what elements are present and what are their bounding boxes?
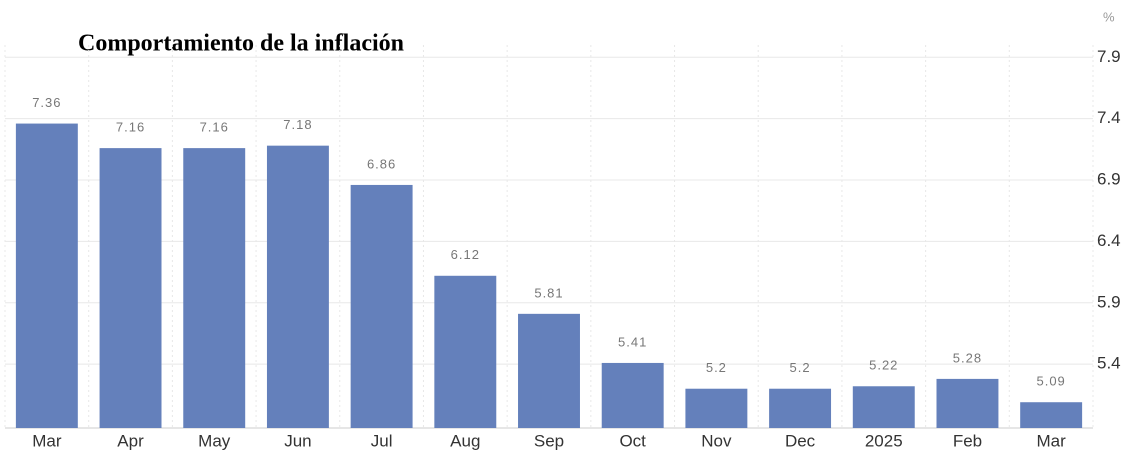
x-tick-label: Mar <box>1037 431 1067 450</box>
bar <box>183 148 246 428</box>
bar <box>769 388 832 428</box>
chart-title: Comportamiento de la inflación <box>78 31 404 57</box>
y-tick-label: 6.9 <box>1097 170 1121 189</box>
bar <box>685 388 748 428</box>
value-label: 7.36 <box>32 95 61 110</box>
y-tick-label: 7.4 <box>1097 108 1121 127</box>
value-label: 5.2 <box>706 360 727 375</box>
bar <box>936 378 999 428</box>
bar <box>518 313 580 428</box>
x-tick-label: Feb <box>953 431 982 450</box>
bar <box>852 386 915 428</box>
y-unit: % <box>1103 9 1115 24</box>
value-label: 7.16 <box>200 120 229 135</box>
value-label: 5.28 <box>953 350 982 365</box>
value-label: 5.09 <box>1036 374 1065 389</box>
x-tick-label: Oct <box>619 431 646 450</box>
value-label: 7.16 <box>116 120 145 135</box>
x-tick-label: Apr <box>117 431 144 450</box>
x-tick-label: Jun <box>284 431 311 450</box>
y-tick-label: 5.4 <box>1097 354 1121 373</box>
value-label: 6.86 <box>367 156 396 171</box>
bar <box>15 123 78 429</box>
value-label: 5.2 <box>790 360 811 375</box>
x-tick-label: Nov <box>701 431 732 450</box>
bar <box>99 148 162 428</box>
value-label: 7.18 <box>283 117 312 132</box>
value-label: 5.81 <box>534 285 563 300</box>
x-tick-label: 2025 <box>865 431 903 450</box>
x-tick-label: Mar <box>32 431 62 450</box>
bar <box>266 145 329 428</box>
x-tick-label: May <box>198 431 231 450</box>
bar <box>601 362 664 428</box>
x-tick-label: Dec <box>785 431 816 450</box>
bar <box>1020 402 1083 428</box>
x-tick-label: Jul <box>371 431 393 450</box>
bar <box>350 184 413 428</box>
y-tick-label: 5.9 <box>1097 292 1121 311</box>
y-tick-label: 6.4 <box>1097 231 1121 250</box>
value-label: 5.22 <box>869 358 898 373</box>
value-label: 5.41 <box>618 334 647 349</box>
bar <box>434 275 497 428</box>
x-tick-label: Sep <box>534 431 564 450</box>
value-label: 6.12 <box>451 247 480 262</box>
y-tick-label: 7.9 <box>1097 47 1121 66</box>
x-tick-label: Aug <box>450 431 480 450</box>
